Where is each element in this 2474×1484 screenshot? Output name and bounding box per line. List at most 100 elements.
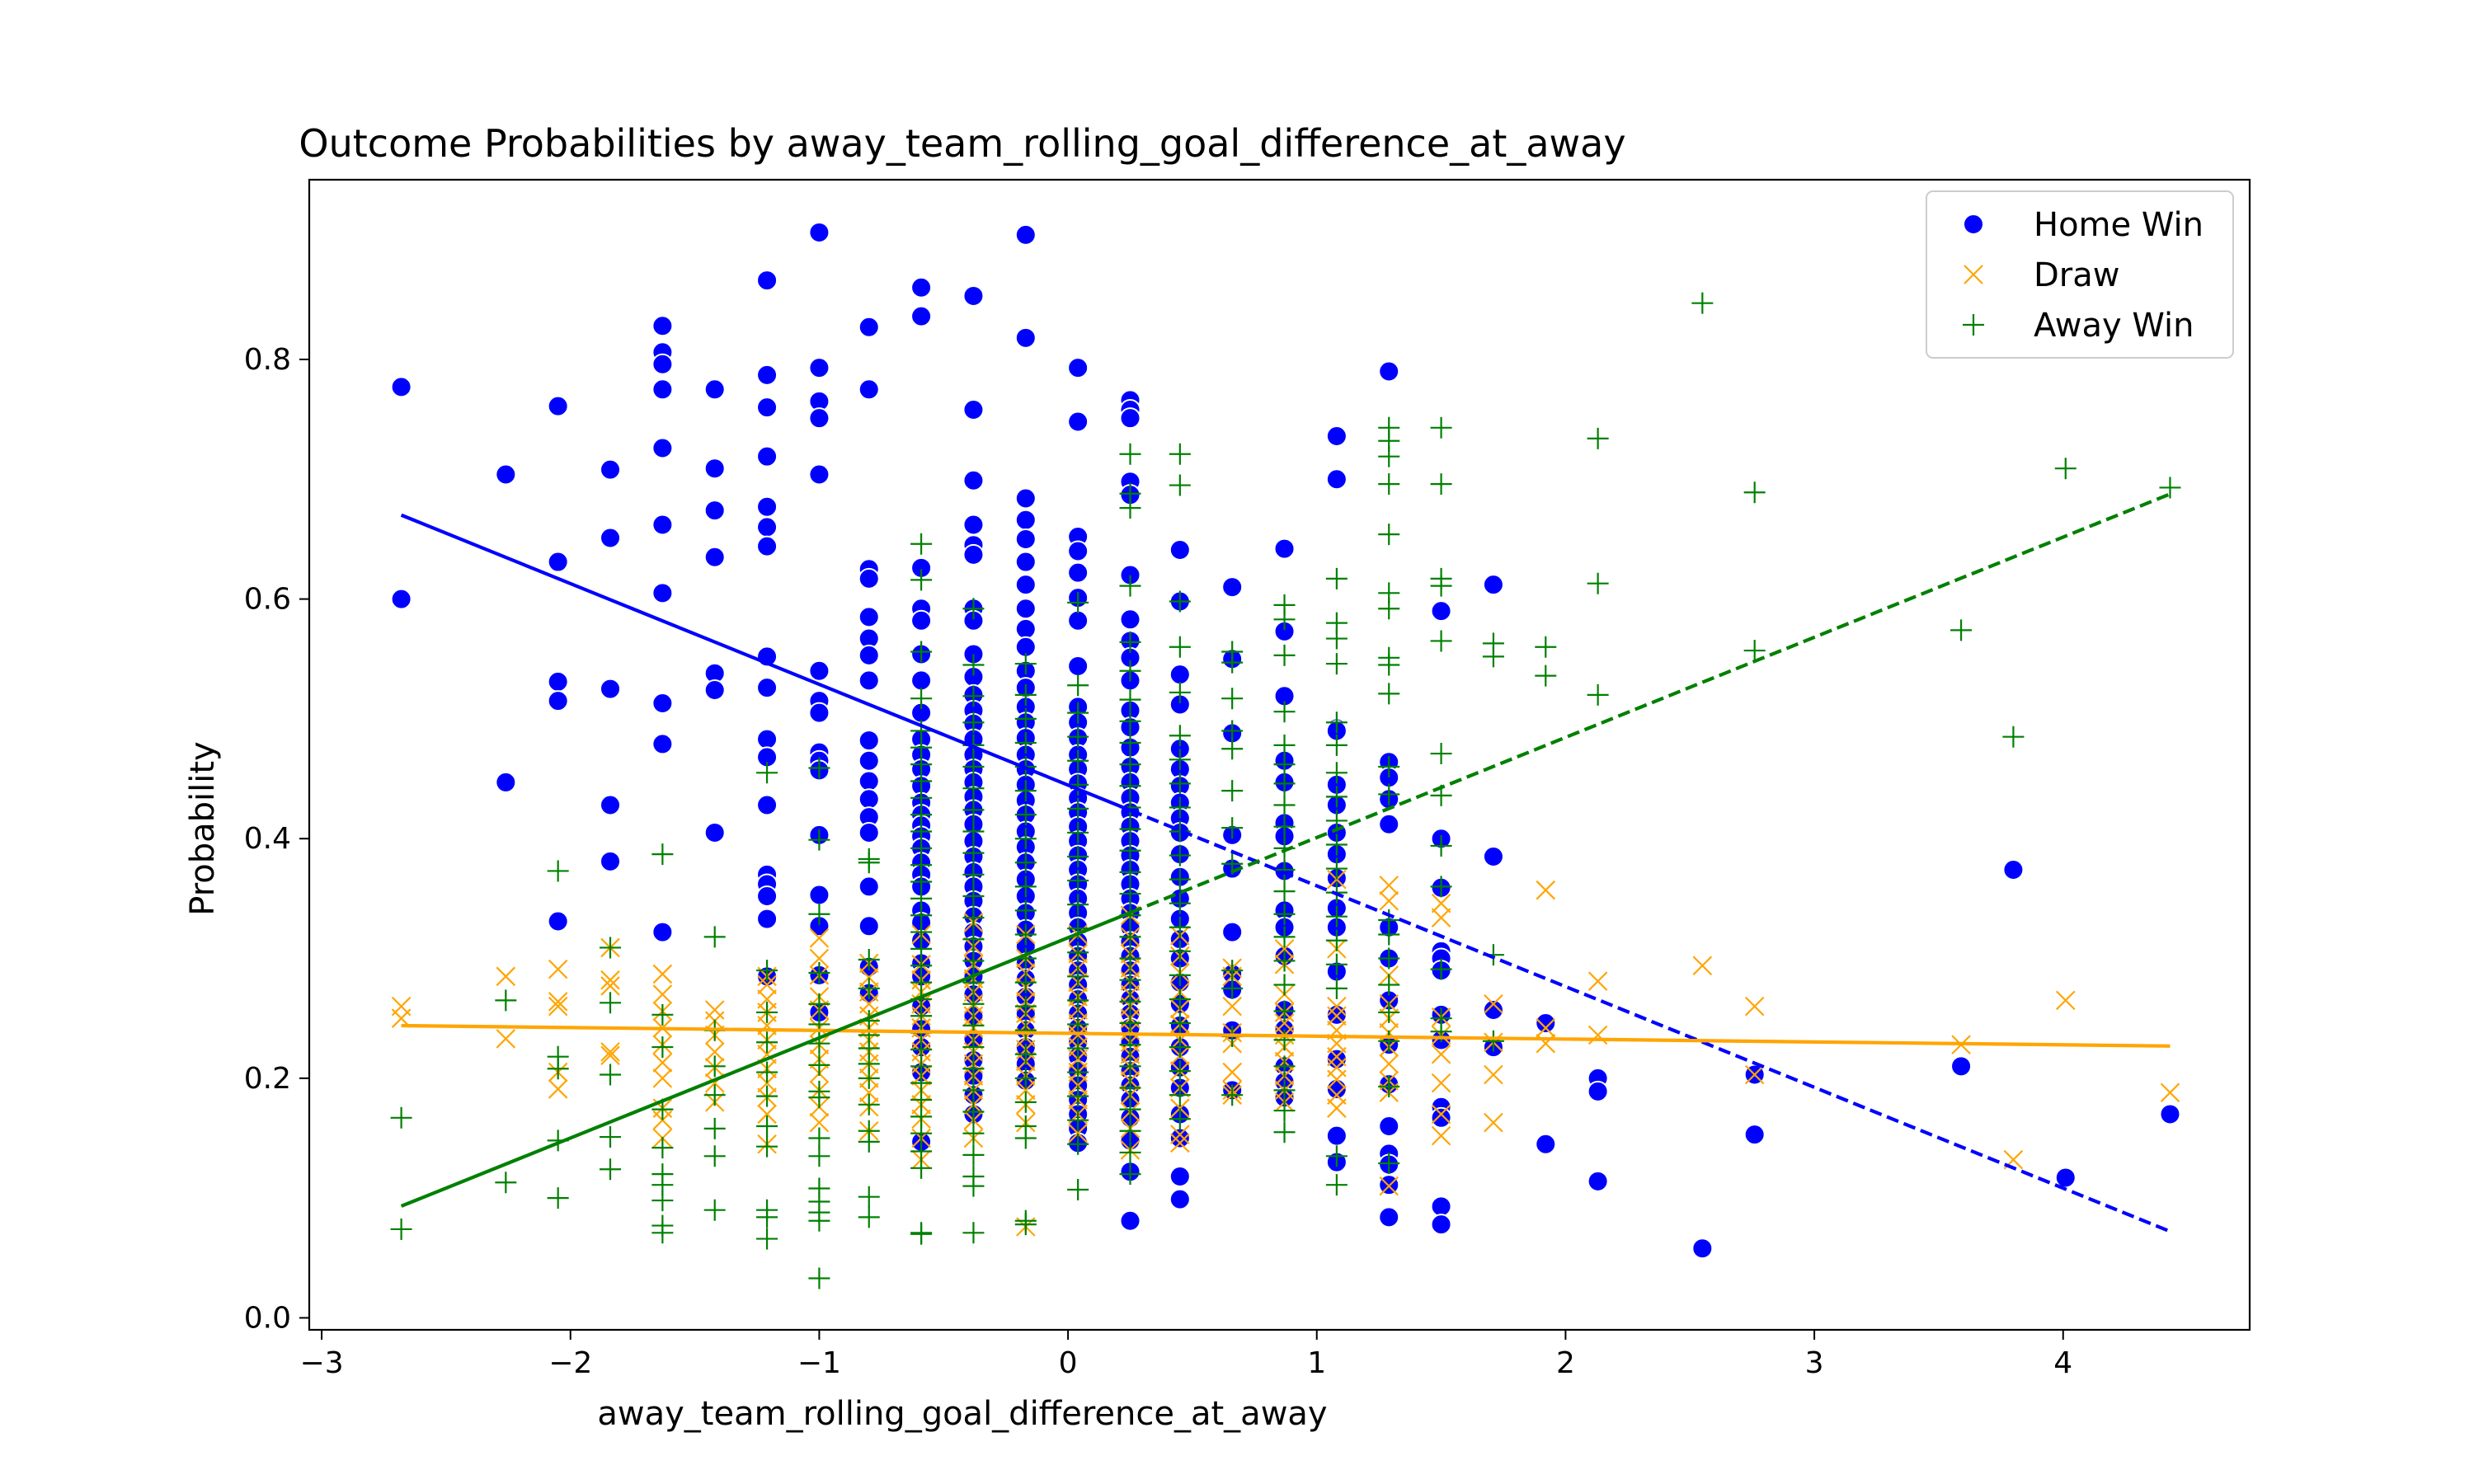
data-point <box>547 910 569 932</box>
data-point <box>1221 960 1244 982</box>
data-point <box>1222 996 1242 1017</box>
data-point <box>704 1042 725 1062</box>
data-point <box>1430 876 1452 898</box>
data-point <box>1119 1034 1141 1056</box>
data-point <box>962 777 985 800</box>
data-point <box>962 907 985 929</box>
data-point <box>1327 1069 1347 1090</box>
data-point <box>651 1003 674 1026</box>
data-point <box>858 1082 879 1103</box>
data-point <box>910 688 933 710</box>
data-point <box>703 1117 726 1139</box>
data-point <box>858 730 880 752</box>
data-point <box>808 884 830 906</box>
data-point <box>1014 1214 1037 1236</box>
data-point <box>703 679 726 702</box>
data-point <box>808 993 830 1015</box>
data-point <box>548 1079 568 1099</box>
data-point <box>1273 1029 1296 1051</box>
data-point <box>600 992 622 1014</box>
data-point <box>1014 1091 1037 1113</box>
data-point <box>1327 869 1347 890</box>
data-point <box>704 1000 725 1020</box>
data-point <box>1430 600 1452 622</box>
data-point <box>858 852 880 874</box>
data-point <box>1067 674 1089 697</box>
data-point <box>756 535 778 557</box>
data-point <box>1430 630 1452 652</box>
data-point <box>390 376 412 398</box>
data-point <box>1067 1061 1089 1083</box>
data-point <box>1119 947 1141 970</box>
data-point <box>1014 780 1037 802</box>
data-point <box>858 1206 880 1228</box>
data-point <box>1378 473 1400 495</box>
data-point <box>808 407 830 430</box>
data-point <box>1484 1112 1503 1133</box>
data-point <box>651 1190 674 1212</box>
data-point <box>1482 646 1504 668</box>
data-point <box>858 749 880 772</box>
data-point <box>1169 988 1191 1010</box>
data-point <box>1014 509 1037 531</box>
data-point <box>756 445 778 467</box>
data-point <box>756 762 778 784</box>
data-point <box>1587 427 1609 449</box>
data-point <box>962 1079 985 1101</box>
data-point <box>1014 828 1037 850</box>
data-point <box>756 516 778 538</box>
data-point <box>1378 1076 1400 1098</box>
data-point <box>1169 1188 1191 1210</box>
x-tick-label: −1 <box>797 1346 841 1380</box>
data-point <box>1743 640 1766 662</box>
data-point <box>756 1085 778 1107</box>
data-point <box>1169 844 1191 866</box>
data-point <box>1014 223 1037 246</box>
data-point <box>1067 702 1089 724</box>
data-point <box>756 397 778 419</box>
data-point <box>809 1112 830 1133</box>
data-point <box>600 937 622 959</box>
data-point <box>1430 575 1452 597</box>
data-point <box>1325 857 1348 880</box>
data-point <box>1067 609 1089 632</box>
data-point <box>548 959 568 979</box>
data-point <box>1014 551 1037 573</box>
data-point <box>1273 1100 1296 1122</box>
data-point <box>962 469 985 491</box>
data-point <box>1014 731 1037 754</box>
data-point <box>1587 683 1609 706</box>
data-point <box>1379 1176 1399 1196</box>
data-point <box>858 1186 880 1208</box>
data-point <box>1067 357 1089 379</box>
data-point <box>1482 1030 1504 1052</box>
data-point <box>1014 528 1037 550</box>
data-point <box>652 1110 673 1130</box>
legend-label-away-win: Away Win <box>2034 307 2194 345</box>
data-point <box>962 1101 985 1123</box>
data-point <box>1119 1055 1141 1078</box>
data-point <box>2159 1103 2181 1125</box>
data-point <box>1169 725 1191 747</box>
data-point <box>600 1158 622 1181</box>
data-point <box>1169 1108 1191 1130</box>
data-point <box>1014 653 1037 675</box>
draw-trend-line <box>401 1023 2171 1048</box>
data-point <box>1378 1206 1400 1228</box>
data-point <box>910 1223 933 1245</box>
data-point <box>1169 868 1191 890</box>
data-point <box>1325 425 1348 447</box>
data-point <box>1378 974 1400 996</box>
data-point <box>858 788 880 810</box>
data-point <box>1430 834 1452 857</box>
x-axis-label: away_team_rolling_goal_difference_at_awa… <box>597 1395 1327 1433</box>
data-point <box>1325 734 1348 756</box>
data-point <box>808 463 830 486</box>
data-point <box>1221 921 1244 943</box>
data-point <box>1378 923 1400 946</box>
data-point <box>858 606 880 628</box>
data-point <box>1169 820 1191 843</box>
data-point <box>910 276 933 298</box>
data-point <box>547 860 569 882</box>
data-point <box>757 974 777 995</box>
